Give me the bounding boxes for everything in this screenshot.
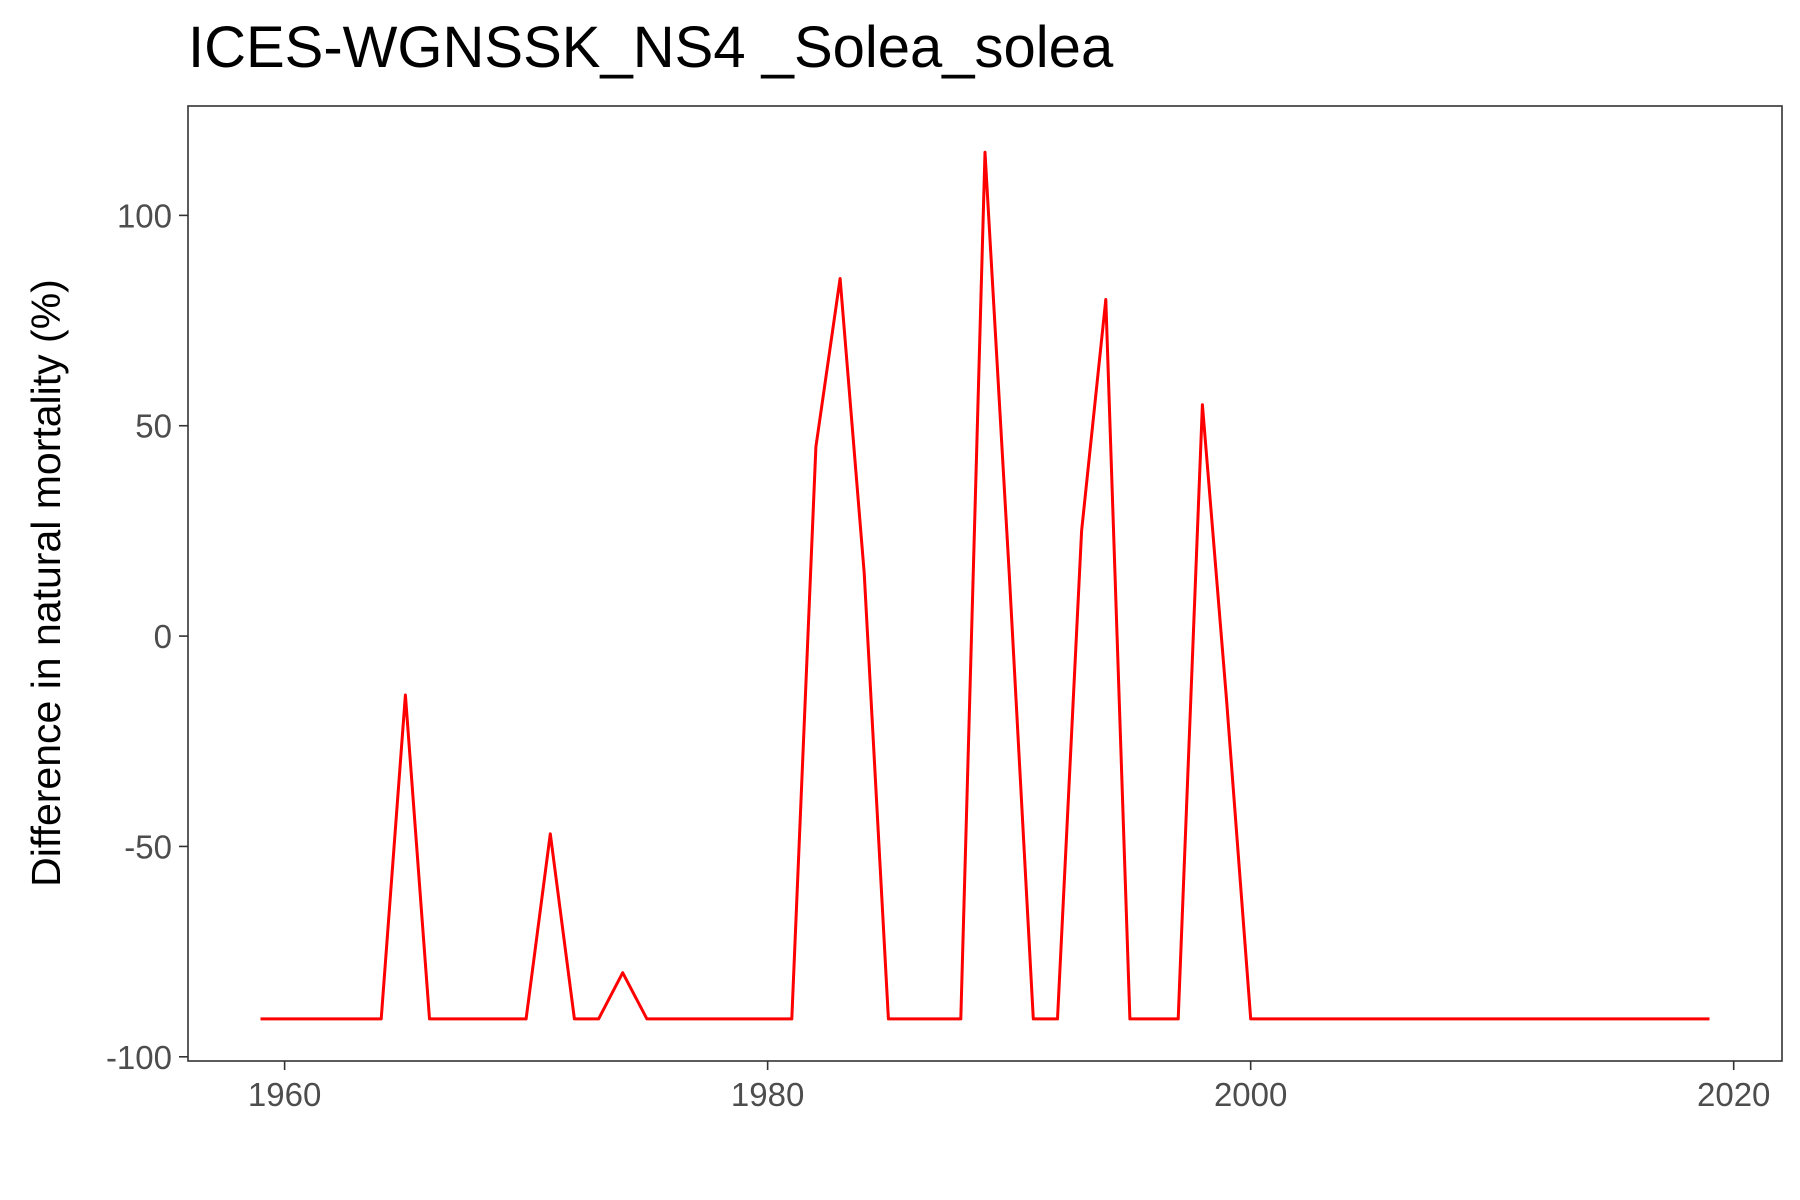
x-tick-label: 1960 xyxy=(248,1076,321,1113)
series-layer xyxy=(260,150,1710,1021)
y-axis-title: Difference in natural mortality (%) xyxy=(23,279,69,887)
plot-panel-border xyxy=(187,105,1783,1062)
y-tick-label: 50 xyxy=(135,408,172,445)
y-axis: 100 50 0 -50 -100 xyxy=(106,197,188,1076)
y-tick-label: 100 xyxy=(117,197,172,234)
y-tick-label: -100 xyxy=(106,1039,172,1076)
chart-title: ICES-WGNSSK_NS4 _Solea_solea xyxy=(188,15,1114,80)
x-axis: 1960 1980 2000 2020 xyxy=(248,1061,1770,1113)
series-line-0 xyxy=(260,150,1710,1021)
y-tick-label: 0 xyxy=(154,618,172,655)
x-tick-label: 2020 xyxy=(1697,1076,1770,1113)
x-tick-label: 2000 xyxy=(1214,1076,1287,1113)
y-tick-label: -50 xyxy=(124,828,172,865)
x-tick-label: 1980 xyxy=(731,1076,804,1113)
